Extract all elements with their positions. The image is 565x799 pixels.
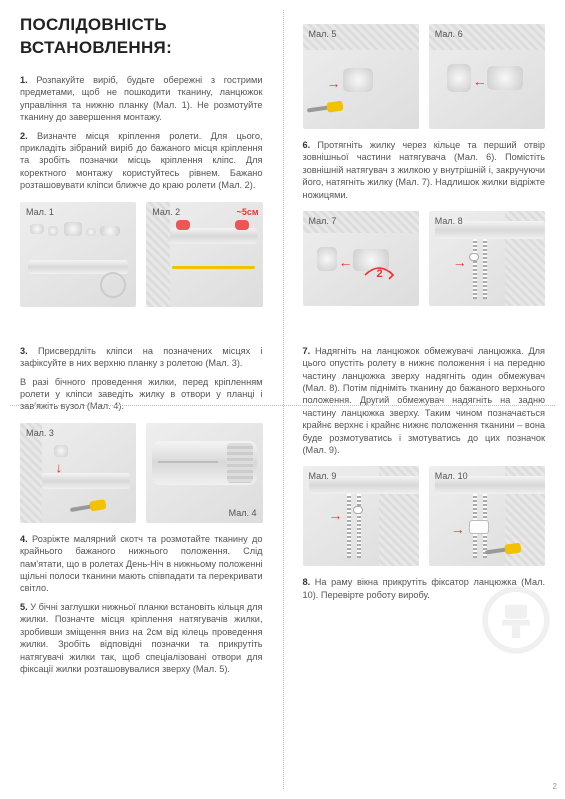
figure-10: Мал. 10 →: [429, 466, 545, 566]
quadrant-3: 3. Присвердліть кліпси на позначених міс…: [0, 331, 283, 696]
fig3-arrow: →: [52, 461, 71, 475]
fig-5-label: Мал. 5: [309, 28, 337, 40]
step-4-text: Розріжте малярний скотч та розмотайте тк…: [20, 534, 263, 594]
figure-9: Мал. 9 →: [303, 466, 419, 566]
step-6: 6. Протягніть жилку через кільце та перш…: [303, 139, 546, 201]
fig1-part: [86, 228, 96, 236]
figure-7: Мал. 7 ← 2: [303, 211, 419, 306]
fig-row-3-4: Мал. 3 → Мал. 4: [20, 423, 263, 523]
fig1-part: [64, 222, 82, 236]
step-5: 5. У бічні заглушки нижньої планки встан…: [20, 601, 263, 676]
fig-row-5-6: Мал. 5 → Мал. 6 ←: [303, 24, 546, 129]
figure-2: Мал. 2 ~5см: [146, 202, 262, 307]
quadrant-1: ПОСЛІДОВНІСТЬ ВСТАНОВЛЕННЯ: 1. Розпакуйт…: [0, 0, 283, 331]
fig-6-label: Мал. 6: [435, 28, 463, 40]
fig2-level: [172, 266, 254, 269]
figure-1: Мал. 1: [20, 202, 136, 307]
step-3a: 3. Присвердліть кліпси на позначених міс…: [20, 345, 263, 370]
fig7-arrow: ←: [339, 253, 353, 272]
watermark-icon: [481, 585, 551, 655]
fig8-chain: [483, 239, 487, 299]
fig4-gear: [227, 443, 253, 483]
fig5-tensioner: [343, 68, 373, 92]
fig1-part: [100, 226, 120, 236]
fig-8-label: Мал. 8: [435, 215, 463, 227]
step-2-text: Визначте місця кріплення ролети. Для цьо…: [20, 131, 263, 191]
fig7-curve-arrow: [363, 263, 397, 287]
fig-9-label: Мал. 9: [309, 470, 337, 482]
quadrant-2: Мал. 5 → Мал. 6 ← 6. Протягніть жилку че…: [283, 0, 565, 331]
fig6-arrow: ←: [473, 72, 487, 91]
fig3-clip: [54, 445, 68, 457]
fig7-inner: [317, 247, 337, 271]
fig8-stopper: [469, 253, 479, 261]
fig-3-label: Мал. 3: [26, 427, 54, 439]
step-4: 4. Розріжте малярний скотч та розмотайте…: [20, 533, 263, 595]
figure-6: Мал. 6 ←: [429, 24, 545, 129]
fig-1-label: Мал. 1: [26, 206, 54, 218]
fig-row-9-10: Мал. 9 → Мал. 10 →: [303, 466, 546, 566]
figure-3: Мал. 3 →: [20, 423, 136, 523]
fig2-clip: [176, 220, 190, 230]
fig8-chain: [473, 239, 477, 299]
fig8-arrow: →: [453, 253, 467, 272]
page-title: ПОСЛІДОВНІСТЬ ВСТАНОВЛЕННЯ:: [20, 14, 263, 60]
fig-row-7-8: Мал. 7 ← 2 Мал. 8 →: [303, 211, 546, 306]
horizontal-divider: [10, 405, 555, 406]
step-1: 1. Розпакуйте виріб, будьте обережні з г…: [20, 74, 263, 124]
fig10-arrow: →: [451, 520, 465, 539]
step-3b: В разі бічного проведення жилки, перед к…: [20, 376, 263, 413]
fig2-clip: [235, 220, 249, 230]
fig-row-1-2: Мал. 1 Мал. 2 ~5см: [20, 202, 263, 307]
fig9-arrow: →: [329, 506, 343, 525]
step-2: 2. Визначте місця кріплення ролети. Для …: [20, 130, 263, 192]
fig5-screwdriver: [306, 104, 342, 113]
fig1-part: [48, 226, 58, 236]
fig6-inner: [447, 64, 471, 92]
step-3a-text: Присвердліть кліпси на позначених місцях…: [20, 346, 263, 368]
quadrant-4: 7. Надягніть на ланцюжок обмежувачі ланц…: [283, 331, 565, 696]
fig9-chain: [357, 494, 361, 558]
step-1-text: Розпакуйте виріб, будьте обережні з гост…: [20, 75, 263, 122]
fig9-stopper: [353, 506, 363, 514]
fig3-screwdriver: [70, 502, 106, 512]
fig5-arrow: →: [327, 74, 341, 93]
step-7-text: Надягніть на ланцюжок обмежувачі ланцюжк…: [303, 346, 546, 455]
step-7: 7. Надягніть на ланцюжок обмежувачі ланц…: [303, 345, 546, 457]
figure-5: Мал. 5 →: [303, 24, 419, 129]
figure-8: Мал. 8 →: [429, 211, 545, 306]
fig6-outer: [487, 66, 523, 90]
vertical-divider: [283, 10, 284, 789]
figure-4: Мал. 4: [146, 423, 262, 523]
fig1-ring: [100, 272, 126, 298]
step-6-text: Протягніть жилку через кільце та перший …: [303, 140, 546, 200]
fig-10-label: Мал. 10: [435, 470, 468, 482]
fig1-part: [30, 224, 44, 234]
fig9-chain: [347, 494, 351, 558]
fig4-line: [158, 461, 218, 463]
fig10-holder: [469, 520, 489, 534]
fig2-tube: [170, 228, 256, 244]
step-5-text: У бічні заглушки нижньої планки встанові…: [20, 602, 263, 674]
fig-4-label: Мал. 4: [229, 507, 257, 519]
fig-2-label: Мал. 2: [152, 206, 180, 218]
page-number: 2: [553, 782, 557, 793]
fig2-annot: ~5см: [237, 206, 259, 218]
fig-7-label: Мал. 7: [309, 215, 337, 227]
